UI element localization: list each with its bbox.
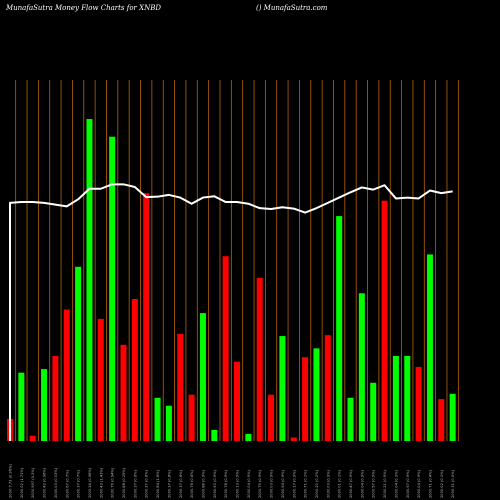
bar-up xyxy=(109,136,116,441)
bar-down xyxy=(188,394,195,441)
x-tick-label: 2000.13 (0.9%) xyxy=(236,469,240,498)
bar-up xyxy=(86,119,93,441)
bar-up xyxy=(154,397,161,441)
x-tick-label: 2000.17 (0.9%) xyxy=(292,469,296,498)
x-tick-label: 2000.76 (0.4%) xyxy=(190,469,194,498)
bar-down xyxy=(302,357,309,441)
bar-up xyxy=(358,293,365,441)
bar-down xyxy=(222,256,229,441)
x-tick-label: 2000.42 (0.96%) xyxy=(43,467,47,498)
x-tick-label: 2000-7.73 (0.96%) xyxy=(9,464,13,498)
x-tick-label: 2000.997 (0.2%) xyxy=(31,467,35,498)
x-tick-label: 2000.04 (0.3%) xyxy=(394,469,398,498)
bar-up xyxy=(41,369,48,441)
bar-down xyxy=(52,355,59,441)
x-tick-label: 2000.47 (0.9%) xyxy=(349,469,353,498)
money-flow-line-path xyxy=(9,183,453,441)
bar-up xyxy=(245,433,252,441)
x-tick-label: 2000.57 (0.9%) xyxy=(372,469,376,498)
bar-down xyxy=(234,361,240,441)
x-tick-label: 2000.76 (0.94%) xyxy=(111,467,115,498)
x-tick-label: 2000.67 (0.7%) xyxy=(65,469,69,498)
chart-title: MunafaSutra Money Flow Charts for XNBD xyxy=(5,4,161,12)
x-tick-label: 2000.31 (0.0%) xyxy=(451,469,455,498)
x-tick-label: 2000.37 (0.6%) xyxy=(179,469,183,498)
x-tick-label: 2000.02 (1.71%) xyxy=(20,467,24,498)
bar-down xyxy=(324,335,331,441)
bar-down xyxy=(290,437,297,441)
x-tick-label: 2000.37 (0.6%) xyxy=(133,469,137,498)
x-tick-label: 2000.97 (0.9%) xyxy=(406,469,410,498)
bar-down xyxy=(177,333,184,441)
x-tick-label: 2000.04 (0.9%) xyxy=(360,469,364,498)
bar-down xyxy=(29,435,36,441)
x-tick-label: 2000.04 (0.9%) xyxy=(247,469,251,498)
x-tick-label: 2000.37 (0.7%) xyxy=(77,469,81,498)
bar-up xyxy=(449,393,456,441)
bar-up xyxy=(404,355,411,441)
bar-up xyxy=(370,382,377,441)
bar-down xyxy=(97,318,104,441)
bar-down xyxy=(381,200,388,441)
bar-down xyxy=(131,298,138,441)
x-tick-label: 2000.01 (0.1%) xyxy=(338,469,342,498)
bar-up xyxy=(313,348,320,441)
bar-up xyxy=(75,266,82,441)
bar-down xyxy=(256,277,263,441)
x-tick-label: 2000.24 (0.96%) xyxy=(88,467,92,498)
x-tick-label: 2000.79 (0.9%) xyxy=(258,469,262,498)
bar-down xyxy=(63,309,70,441)
bar-up xyxy=(426,254,433,441)
x-tick-label: 2000.20 (0.2%) xyxy=(315,469,319,498)
x-tick-label: 2000.88 (0.9%) xyxy=(201,469,205,498)
bar-down xyxy=(143,193,150,441)
grid-lines xyxy=(15,80,459,441)
x-tick-label: 2000.78 (0.9%) xyxy=(224,469,228,498)
x-tick-label: 2000.84 (1.6%) xyxy=(156,469,160,498)
bar-up xyxy=(199,313,206,441)
x-tick-label: 2000.88 (0.29%) xyxy=(122,467,126,498)
x-tick-label: 2000.02 (0.1%) xyxy=(440,469,444,498)
x-tick-label: 2000.03 (0.9%) xyxy=(326,469,330,498)
x-tick-label: 2000.03 (0.03%) xyxy=(54,467,58,498)
x-tick-label: 2000.94 (0.9%) xyxy=(281,469,285,498)
x-axis-labels: 2000-7.73 (0.96%) 2000.02 (1.71%) 2000.997… xyxy=(9,464,456,498)
bar-down xyxy=(438,399,445,441)
x-tick-label: 2000.27 (0.6%) xyxy=(145,469,149,498)
money-flow-line xyxy=(9,183,453,441)
bar-up xyxy=(211,429,218,441)
x-tick-label: 2000.43 (1.43%) xyxy=(99,467,103,498)
bar-down xyxy=(415,366,422,441)
site-credit: () MunafaSutra.com xyxy=(256,4,328,12)
bar-up xyxy=(347,397,354,441)
bar-up xyxy=(336,216,343,441)
bar-up xyxy=(392,355,399,441)
bar-down xyxy=(120,344,127,441)
bar-up xyxy=(18,372,25,441)
x-tick-label: 2000.04 (0.9%) xyxy=(417,469,421,498)
x-tick-label: 2000.21 (0.9%) xyxy=(383,469,387,498)
x-tick-label: 2000.71 (0.4%) xyxy=(428,469,432,498)
bar-series xyxy=(7,119,456,441)
x-tick-label: 2000.37 (0.8%) xyxy=(167,469,171,498)
x-tick-label: 2000.03 (0.9%) xyxy=(270,469,274,498)
bar-up xyxy=(279,336,286,441)
x-tick-label: 2000.93 (0.9%) xyxy=(213,469,217,498)
x-tick-label: 2000.71 (0.1%) xyxy=(304,469,308,498)
bar-up xyxy=(165,405,172,441)
bar-down xyxy=(268,394,275,441)
